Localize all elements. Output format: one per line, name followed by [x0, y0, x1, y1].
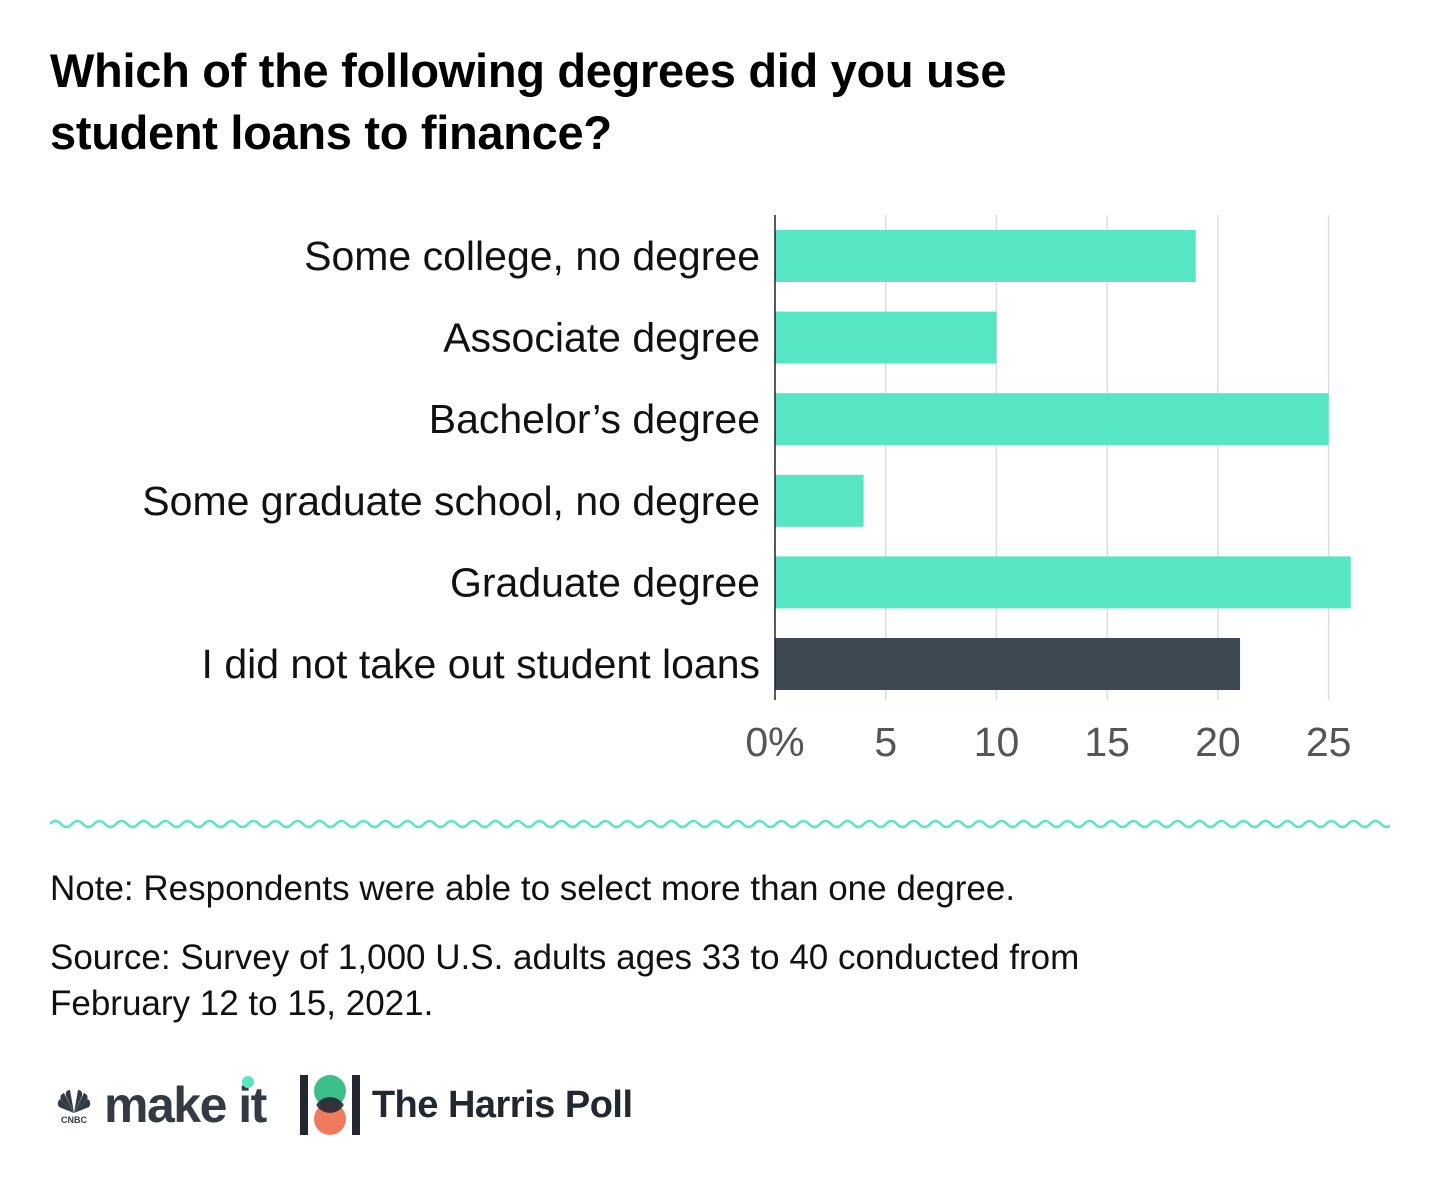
- make-it-text: make it: [104, 1077, 267, 1133]
- bar: [775, 556, 1351, 609]
- chart-title: Which of the following degrees did you u…: [50, 40, 1250, 164]
- harris-poll-logo: The Harris Poll: [299, 1075, 633, 1135]
- category-label: Graduate degree: [450, 559, 760, 605]
- make-it-wordmark: make it: [104, 1076, 267, 1134]
- category-label: I did not take out student loans: [202, 641, 760, 687]
- category-labels: Some college, no degree Associate degree B…: [142, 233, 760, 687]
- wave-line: [50, 819, 1390, 829]
- wave-divider: [50, 819, 1390, 829]
- make-it-dot-icon: [241, 1076, 254, 1088]
- title-line-2: student loans to finance?: [50, 106, 612, 159]
- x-tick-label: 5: [874, 719, 897, 765]
- bars: [775, 230, 1351, 690]
- x-axis-ticks: 0% 5 10 15 20 25: [745, 719, 1351, 765]
- source-line-1: Source: Survey of 1,000 U.S. adults ages…: [50, 938, 1080, 977]
- harris-poll-wordmark: The Harris Poll: [371, 1083, 633, 1126]
- harris-poll-icon: [299, 1075, 360, 1135]
- category-label: Bachelor’s degree: [429, 396, 760, 442]
- category-label: Some college, no degree: [304, 233, 760, 279]
- chart-source: Source: Survey of 1,000 U.S. adults ages…: [50, 935, 1350, 1027]
- x-tick-label: 10: [974, 719, 1020, 765]
- category-label: Associate degree: [443, 315, 760, 361]
- bar: [775, 474, 864, 527]
- footer-logos: CNBC make it The Harris Poll: [50, 1072, 633, 1138]
- bar: [775, 230, 1196, 282]
- x-tick-label: 20: [1195, 719, 1241, 765]
- bar: [775, 311, 997, 364]
- grid-lines: [884, 215, 1330, 700]
- x-tick-label: 0%: [745, 719, 804, 765]
- cnbc-make-it-logo: CNBC make it: [50, 1076, 267, 1134]
- title-line-1: Which of the following degrees did you u…: [50, 44, 1007, 97]
- cnbc-wordmark: CNBC: [61, 1115, 87, 1125]
- bar: [775, 638, 1241, 690]
- x-tick-label: 15: [1084, 719, 1130, 765]
- source-line-2: February 12 to 15, 2021.: [50, 984, 434, 1023]
- x-tick-label: 25: [1306, 719, 1352, 765]
- bar-chart: Some college, no degree Associate degree B…: [142, 215, 1351, 765]
- chart-note: Note: Respondents were able to select mo…: [50, 869, 1016, 908]
- bar: [775, 393, 1329, 446]
- category-label: Some graduate school, no degree: [142, 478, 760, 524]
- cnbc-peacock-icon: CNBC: [57, 1090, 91, 1125]
